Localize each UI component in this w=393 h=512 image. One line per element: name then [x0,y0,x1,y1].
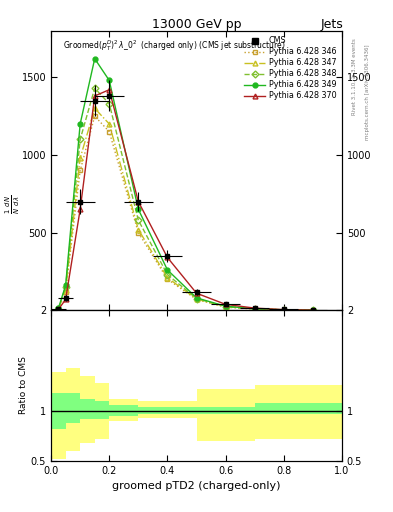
Y-axis label: Ratio to CMS: Ratio to CMS [19,356,28,415]
Text: $\frac{1}{N}\,\frac{dN}{d\lambda}$: $\frac{1}{N}\,\frac{dN}{d\lambda}$ [4,195,22,215]
Text: mcplots.cern.ch [arXiv:1306.3436]: mcplots.cern.ch [arXiv:1306.3436] [365,45,370,140]
Text: 13000 GeV pp: 13000 GeV pp [152,18,241,31]
Text: Jets: Jets [321,18,344,31]
Text: Rivet 3.1.10, ≥ 3.3M events: Rivet 3.1.10, ≥ 3.3M events [352,38,357,115]
Text: Groomed$(p_T^D)^2\,\lambda\_0^2$  (charged only) (CMS jet substructure): Groomed$(p_T^D)^2\,\lambda\_0^2$ (charge… [63,38,286,53]
X-axis label: groomed pTD2 (charged-only): groomed pTD2 (charged-only) [112,481,281,491]
Legend: CMS, Pythia 6.428 346, Pythia 6.428 347, Pythia 6.428 348, Pythia 6.428 349, Pyt: CMS, Pythia 6.428 346, Pythia 6.428 347,… [243,35,338,102]
